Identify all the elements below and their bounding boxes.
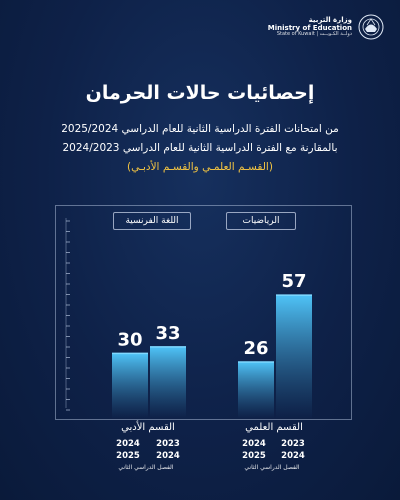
period-label-science: الفصل الدراسي الثاني	[244, 464, 300, 471]
bar-science-1	[276, 295, 312, 418]
bar-value-label: 33	[155, 323, 180, 344]
ministry-name-ar: وزارة التربية	[308, 16, 352, 25]
subtitle-line-1: من امتحانات الفترة الدراسية الثانية للعا…	[61, 123, 339, 135]
bar-value-label: 30	[117, 329, 142, 350]
bar-value-label: 26	[243, 338, 268, 359]
group-label-science: القسم العلمي	[245, 422, 303, 433]
bar-value-label: 57	[281, 271, 306, 292]
bar-literary-1	[150, 346, 186, 418]
panel-label-math: الرياضيات	[226, 212, 296, 230]
x-label-literary-2023-2024: 2023 2024	[156, 439, 180, 461]
bar-science-0	[238, 361, 274, 418]
subtitle-line-2: بالمقارنة مع الفترة الدراسية الثانية للع…	[62, 142, 338, 154]
x-label-literary-2024-2025: 2024 2025	[116, 439, 140, 461]
ministry-header: وزارة التربية Ministry of Education Stat…	[268, 14, 384, 40]
bars-group: 26 57 30 33	[112, 271, 312, 418]
ministry-name-en: Ministry of Education	[267, 24, 352, 33]
x-label-science-2024-2025: 2024 2025	[242, 439, 266, 461]
ministry-text: وزارة التربية Ministry of Education Stat…	[268, 16, 352, 38]
panel-label-french: اللغة الفرنسية	[113, 212, 191, 230]
x-label-science-2023-2024: 2023 2024	[281, 439, 305, 461]
kuwait-emblem-icon	[358, 14, 384, 40]
group-label-literary: القسم الأدبي	[121, 422, 175, 433]
chart-frame	[55, 205, 352, 420]
page-title: إحصائيات حالات الحرمان	[85, 82, 315, 104]
bar-literary-0	[112, 353, 148, 418]
period-label-literary: الفصل الدراسي الثاني	[118, 464, 174, 471]
subtitle: من امتحانات الفترة الدراسية الثانية للعا…	[10, 120, 390, 177]
subtitle-line-3: (القسـم العلمـي والقسـم الأدبـي)	[127, 161, 273, 173]
y-axis-ticks	[66, 220, 70, 411]
state-name: State of Kuwait | دولــة الكـويــت	[276, 31, 352, 38]
